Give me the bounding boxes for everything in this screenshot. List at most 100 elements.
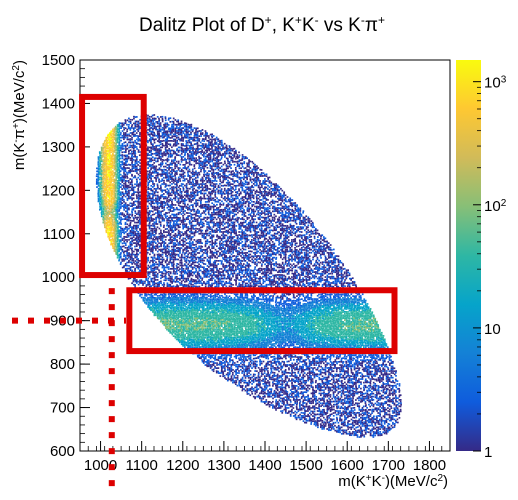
density-cell bbox=[129, 139, 132, 142]
density-cell bbox=[184, 252, 186, 254]
density-cell bbox=[157, 135, 159, 137]
density-cell bbox=[123, 168, 125, 171]
density-cell bbox=[189, 222, 191, 225]
density-cell bbox=[155, 306, 158, 308]
density-cell bbox=[150, 141, 152, 144]
density-cell bbox=[168, 261, 170, 264]
density-cell bbox=[155, 194, 157, 197]
density-cell bbox=[169, 152, 172, 155]
density-cell bbox=[164, 245, 167, 248]
density-cell bbox=[190, 328, 193, 331]
density-cell bbox=[166, 152, 169, 155]
density-cell bbox=[98, 195, 101, 198]
density-cell bbox=[160, 296, 162, 299]
density-cell bbox=[163, 224, 165, 227]
density-cell bbox=[103, 184, 106, 187]
density-cell bbox=[177, 176, 180, 179]
density-cell bbox=[124, 202, 127, 204]
density-cell bbox=[190, 307, 193, 310]
density-cell bbox=[159, 306, 162, 309]
density-cell bbox=[190, 282, 192, 285]
density-cell bbox=[169, 317, 172, 320]
density-cell bbox=[177, 224, 180, 227]
density-cell bbox=[151, 210, 154, 213]
density-cell bbox=[150, 149, 153, 152]
density-cell bbox=[131, 165, 134, 168]
density-cell bbox=[126, 211, 129, 214]
density-cell bbox=[138, 138, 141, 141]
density-cell bbox=[182, 218, 185, 221]
density-cell bbox=[134, 170, 137, 173]
density-cell bbox=[175, 304, 178, 307]
density-cell bbox=[163, 135, 166, 138]
density-cell bbox=[185, 271, 188, 274]
density-cell bbox=[181, 264, 183, 267]
density-cell bbox=[179, 256, 181, 259]
density-cell bbox=[134, 284, 136, 286]
density-cell bbox=[148, 281, 151, 283]
density-cell bbox=[103, 202, 106, 205]
density-cell bbox=[196, 239, 199, 242]
density-cell bbox=[156, 257, 159, 259]
density-cell bbox=[187, 154, 189, 157]
density-cell bbox=[179, 191, 182, 193]
density-cell bbox=[108, 135, 111, 138]
density-cell bbox=[184, 163, 186, 166]
density-cell bbox=[116, 207, 119, 209]
density-cell bbox=[174, 119, 177, 121]
density-cell bbox=[137, 253, 140, 256]
density-cell bbox=[185, 248, 188, 251]
density-cell bbox=[159, 314, 162, 317]
density-cell bbox=[105, 178, 108, 181]
density-cell bbox=[176, 130, 178, 132]
density-cell bbox=[101, 186, 103, 188]
density-cell bbox=[165, 309, 167, 312]
density-cell bbox=[112, 196, 114, 198]
density-cell bbox=[182, 311, 185, 314]
density-cell bbox=[158, 316, 161, 318]
density-cell bbox=[182, 293, 185, 296]
density-cell bbox=[110, 165, 113, 168]
density-cell bbox=[118, 240, 121, 243]
density-cell bbox=[185, 236, 188, 238]
density-cell bbox=[153, 264, 156, 267]
density-cell bbox=[116, 125, 119, 128]
density-cell bbox=[123, 144, 126, 147]
density-cell bbox=[185, 140, 188, 142]
density-cell bbox=[166, 215, 169, 218]
density-cell bbox=[188, 175, 191, 177]
density-cell bbox=[170, 130, 173, 133]
density-cell bbox=[198, 155, 200, 158]
density-cell bbox=[110, 160, 113, 163]
density-cell bbox=[195, 303, 198, 305]
density-cell bbox=[121, 184, 124, 187]
density-cell bbox=[116, 237, 119, 240]
density-cell bbox=[123, 138, 125, 141]
density-cell bbox=[175, 188, 178, 190]
density-cell bbox=[102, 172, 104, 174]
density-cell bbox=[192, 185, 194, 187]
density-cell bbox=[160, 282, 162, 285]
density-cell bbox=[112, 132, 114, 134]
density-cell bbox=[196, 162, 199, 165]
density-cell bbox=[152, 128, 154, 131]
density-cell bbox=[119, 212, 122, 214]
density-cell bbox=[179, 218, 181, 221]
density-cell bbox=[188, 207, 191, 210]
density-cell bbox=[135, 194, 138, 196]
density-cell bbox=[158, 294, 161, 297]
density-cell bbox=[112, 174, 114, 177]
density-cell bbox=[131, 124, 134, 126]
density-cell bbox=[171, 307, 173, 310]
density-cell bbox=[166, 191, 169, 193]
density-cell bbox=[135, 205, 138, 208]
density-cell bbox=[176, 191, 178, 193]
density-cell bbox=[177, 329, 180, 331]
density-cell bbox=[132, 250, 135, 253]
density-cell bbox=[108, 144, 111, 147]
density-cell bbox=[184, 148, 186, 150]
density-cell bbox=[177, 223, 180, 226]
density-cell bbox=[97, 191, 100, 193]
density-cell bbox=[164, 298, 167, 301]
density-cell bbox=[110, 139, 113, 142]
